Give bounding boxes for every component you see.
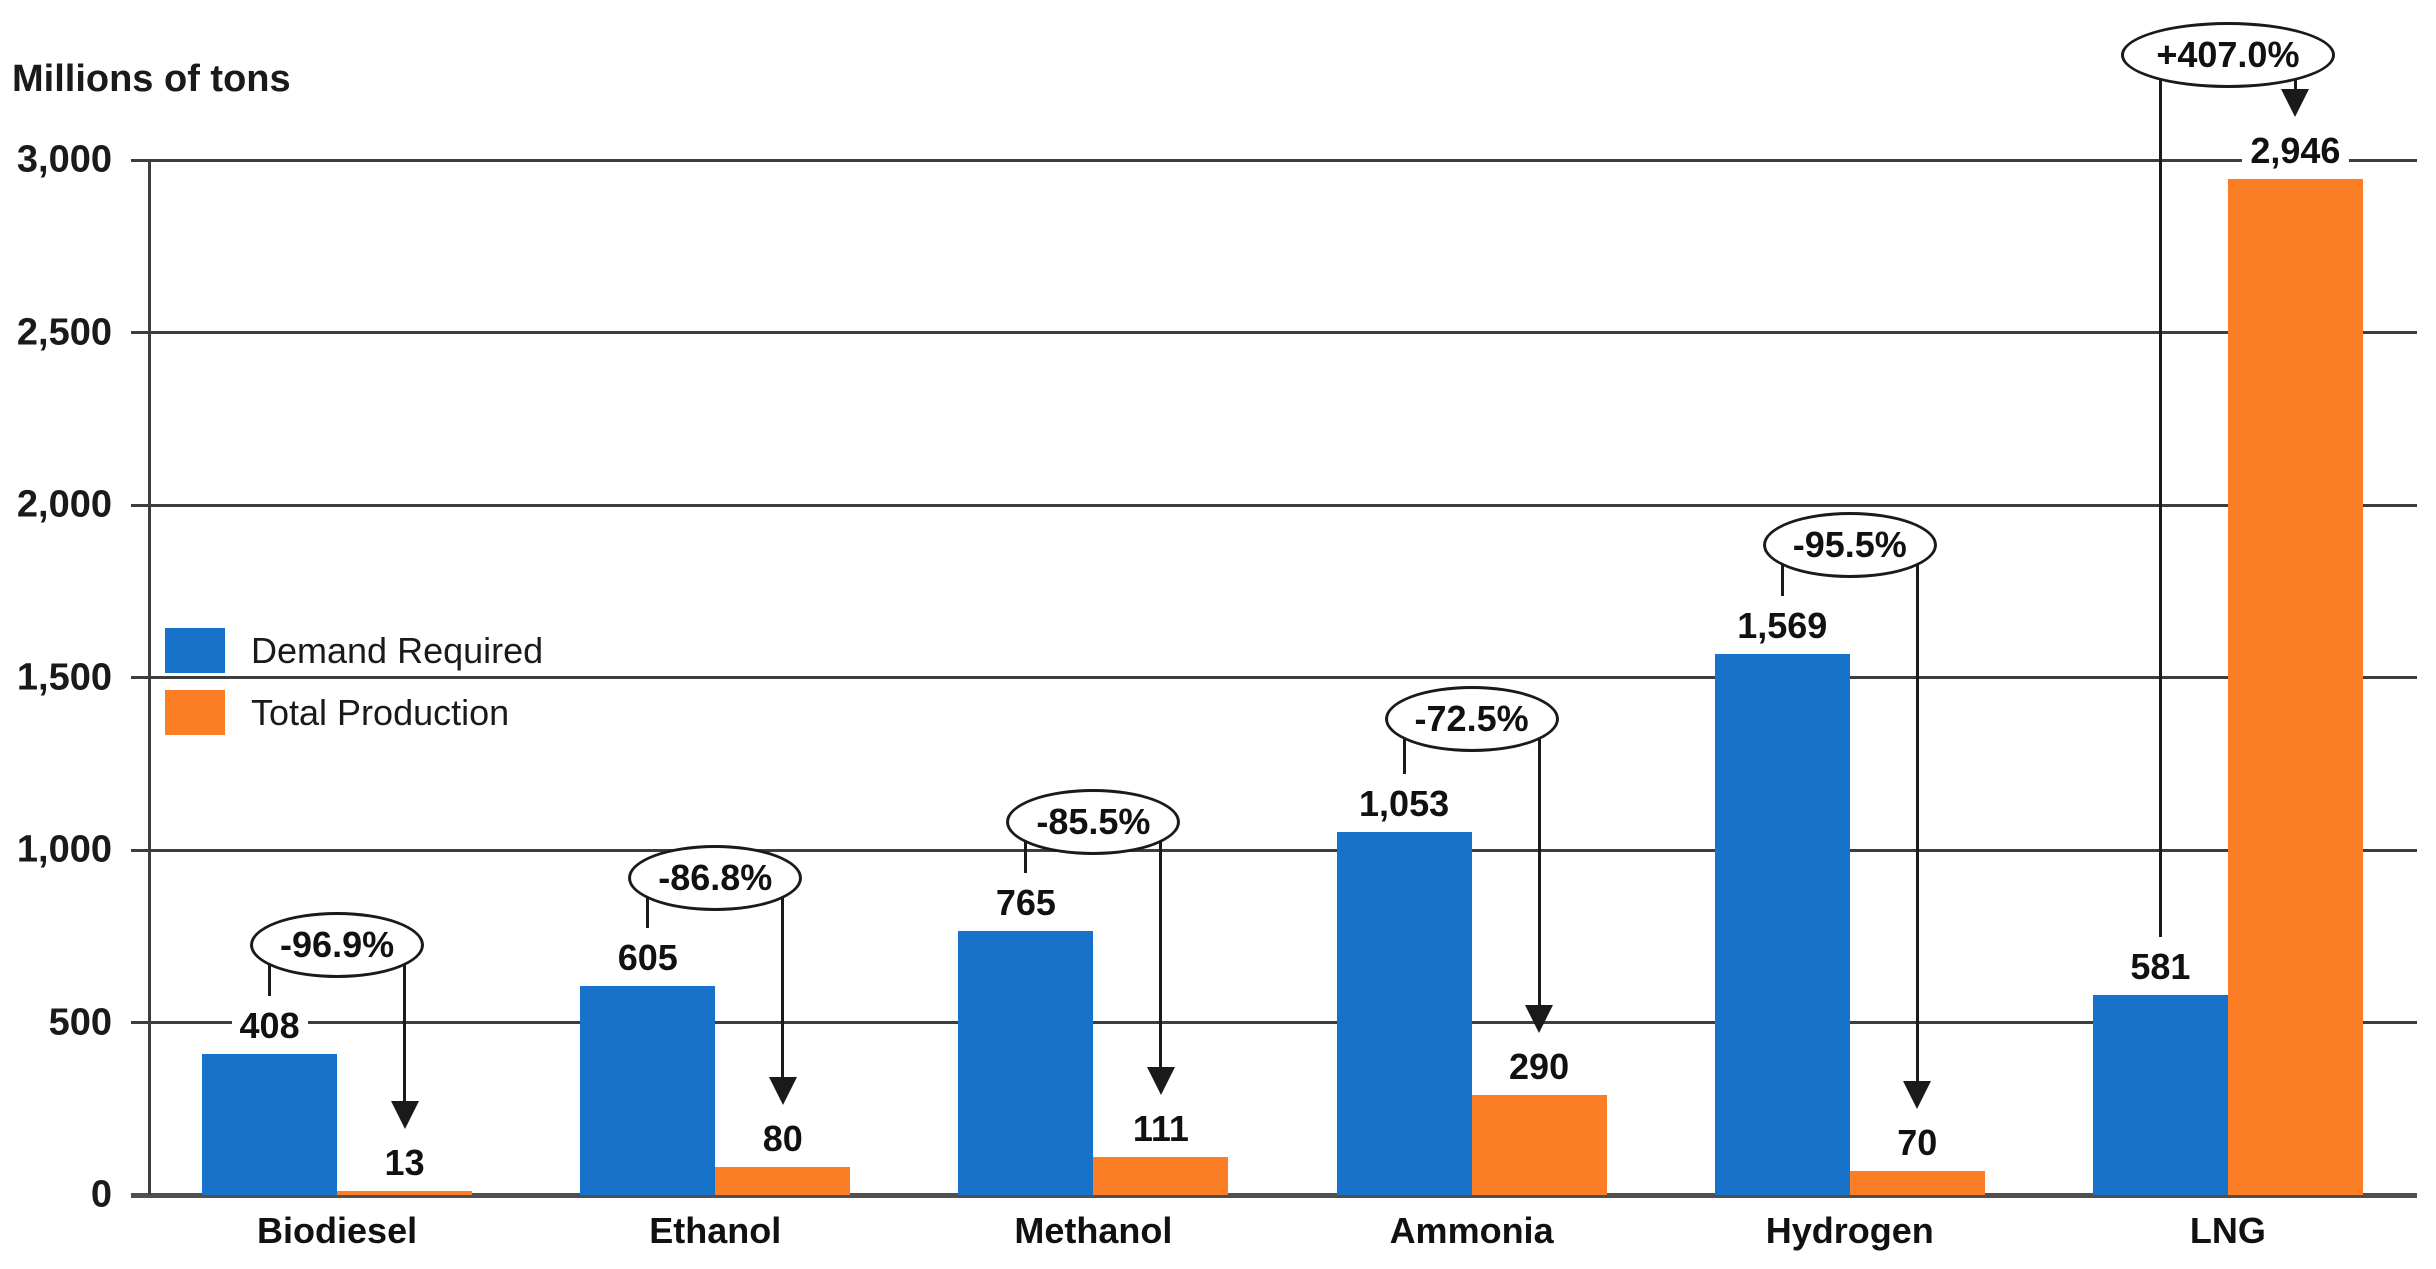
annotation-ellipse: -95.5%: [1762, 512, 1937, 579]
connector-line: [2158, 74, 2162, 937]
bar-demand-required: [2092, 994, 2228, 1195]
value-label-demand-required: 765: [987, 883, 1064, 924]
legend-item-demand-required: Demand Required: [165, 628, 543, 673]
legend-label-demand-required: Demand Required: [251, 630, 544, 671]
gridline: [131, 158, 2417, 162]
arrow-line: [403, 963, 407, 1105]
x-axis-baseline: [131, 1193, 2417, 1198]
arrow-line: [1537, 737, 1541, 1009]
y-axis-line: [148, 160, 151, 1195]
y-tick-label: 1,500: [16, 656, 112, 698]
value-label-total-production: 2,946: [2242, 130, 2349, 171]
arrow-head-icon: [768, 1077, 797, 1106]
y-tick-label: 2,500: [16, 311, 112, 353]
annotation-ellipse: -72.5%: [1384, 685, 1559, 752]
bar-total-production: [1093, 1156, 1229, 1195]
y-tick-label: 2,000: [16, 483, 112, 526]
arrow-head-icon: [1903, 1080, 1932, 1109]
connector-line: [1024, 841, 1028, 874]
connector-line: [268, 963, 272, 997]
y-tick-label: 1,000: [16, 828, 112, 871]
value-label-demand-required: 408: [231, 1006, 308, 1047]
bar-demand-required: [1336, 831, 1472, 1195]
gridline: [131, 676, 2417, 679]
gridline: [131, 503, 2417, 507]
y-tick-label: 500: [48, 1001, 112, 1043]
value-label-total-production: 290: [1501, 1046, 1578, 1087]
value-label-total-production: 70: [1889, 1122, 1946, 1163]
category-label: LNG: [2189, 1210, 2266, 1251]
value-label-demand-required: 605: [609, 938, 686, 979]
y-tick-label: 0: [90, 1173, 112, 1216]
gridline: [131, 331, 2417, 334]
annotation-ellipse: +407.0%: [2120, 22, 2335, 89]
value-label-demand-required: 1,569: [1729, 605, 1836, 646]
category-label: Biodiesel: [257, 1210, 418, 1251]
bar-demand-required: [580, 986, 716, 1195]
value-label-demand-required: 581: [2122, 946, 2199, 987]
annotation-ellipse: -85.5%: [1006, 789, 1181, 856]
arrow-head-icon: [390, 1100, 419, 1129]
y-tick-label: 3,000: [16, 138, 112, 181]
category-label: Ethanol: [649, 1210, 782, 1251]
arrow-head-icon: [1146, 1066, 1175, 1095]
bar-total-production: [1471, 1094, 1607, 1195]
value-label-total-production: 80: [754, 1119, 811, 1160]
bar-demand-required: [958, 931, 1094, 1195]
category-label: Hydrogen: [1765, 1210, 1934, 1251]
bar-total-production: [1849, 1170, 1985, 1195]
value-label-total-production: 13: [376, 1142, 433, 1183]
bar-total-production: [337, 1190, 473, 1195]
legend-swatch-demand-required: [165, 628, 225, 673]
connector-line: [1402, 737, 1406, 774]
connector-line: [1780, 564, 1784, 596]
legend-swatch-total-production: [165, 690, 225, 735]
legend: Demand Required Total Production: [165, 628, 543, 752]
gridline: [131, 1021, 2417, 1024]
chart-title: Millions of tons: [12, 58, 291, 100]
bar-demand-required: [202, 1054, 338, 1195]
annotation-ellipse: -86.8%: [628, 844, 803, 911]
arrow-head-icon: [1525, 1004, 1554, 1033]
bar-total-production: [715, 1167, 851, 1195]
arrow-line: [1915, 564, 1919, 1085]
arrow-line: [781, 896, 785, 1082]
value-label-total-production: 111: [1124, 1108, 1197, 1149]
category-label: Ammonia: [1389, 1210, 1554, 1251]
bar-demand-required: [1714, 653, 1850, 1195]
connector-line: [646, 896, 650, 929]
gridline: [131, 848, 2417, 852]
arrow-line: [2293, 74, 2297, 93]
arrow-head-icon: [2281, 88, 2310, 117]
legend-label-total-production: Total Production: [251, 692, 510, 733]
category-label: Methanol: [1014, 1210, 1173, 1251]
arrow-line: [1159, 841, 1163, 1071]
value-label-demand-required: 1,053: [1351, 783, 1458, 824]
annotation-ellipse: -96.9%: [250, 911, 425, 978]
legend-item-total-production: Total Production: [165, 690, 543, 735]
bar-total-production: [2227, 178, 2363, 1195]
